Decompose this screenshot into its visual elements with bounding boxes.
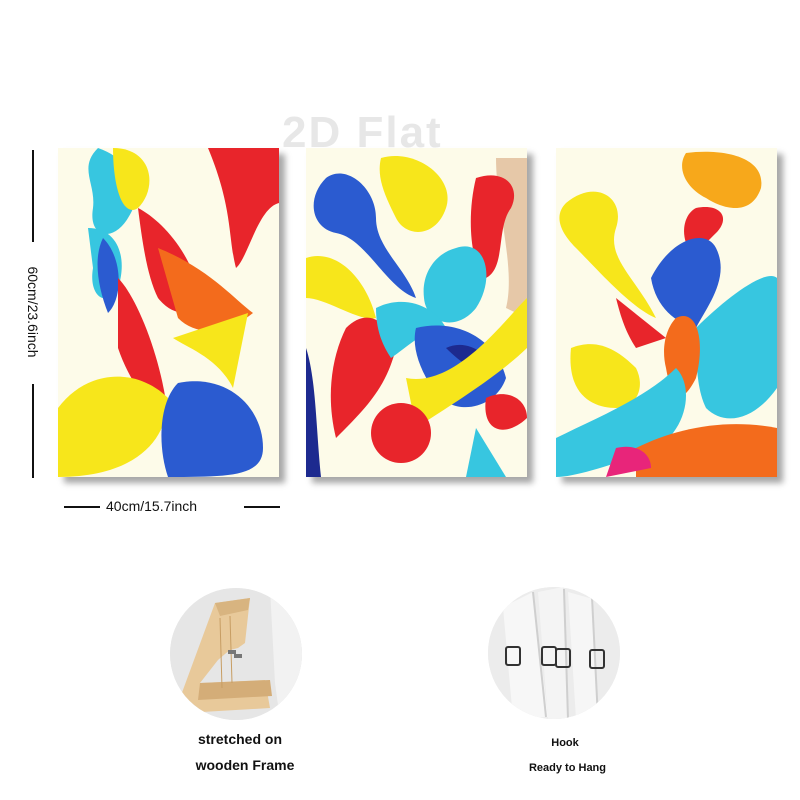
wooden-frame-photo — [170, 588, 302, 720]
abstract-painting-left — [58, 148, 279, 477]
width-dimension-label: 40cm/15.7inch — [106, 498, 198, 514]
canvas-panel-left — [58, 148, 279, 477]
hanging-hook-photo — [488, 587, 620, 719]
hook-caption-line-1: Hook — [551, 737, 579, 749]
height-dimension-line-top — [32, 150, 34, 242]
frame-caption-line-2: wooden Frame — [195, 757, 295, 773]
frame-caption-line-1: stretched on — [197, 731, 282, 747]
canvas-panel-middle — [306, 148, 527, 477]
width-dimension-line-right — [244, 506, 280, 508]
abstract-painting-middle — [306, 148, 527, 477]
wooden-frame-icon — [170, 588, 302, 720]
abstract-painting-right — [556, 148, 777, 477]
height-dimension-line-bottom — [32, 384, 34, 478]
height-dimension-label: 60cm/23.6inch — [25, 266, 41, 358]
canvas-panel-right — [556, 148, 777, 477]
hook-caption-line-2: Ready to Hang — [528, 762, 606, 774]
width-dimension-line-left — [64, 506, 100, 508]
hook-icon — [488, 587, 620, 719]
